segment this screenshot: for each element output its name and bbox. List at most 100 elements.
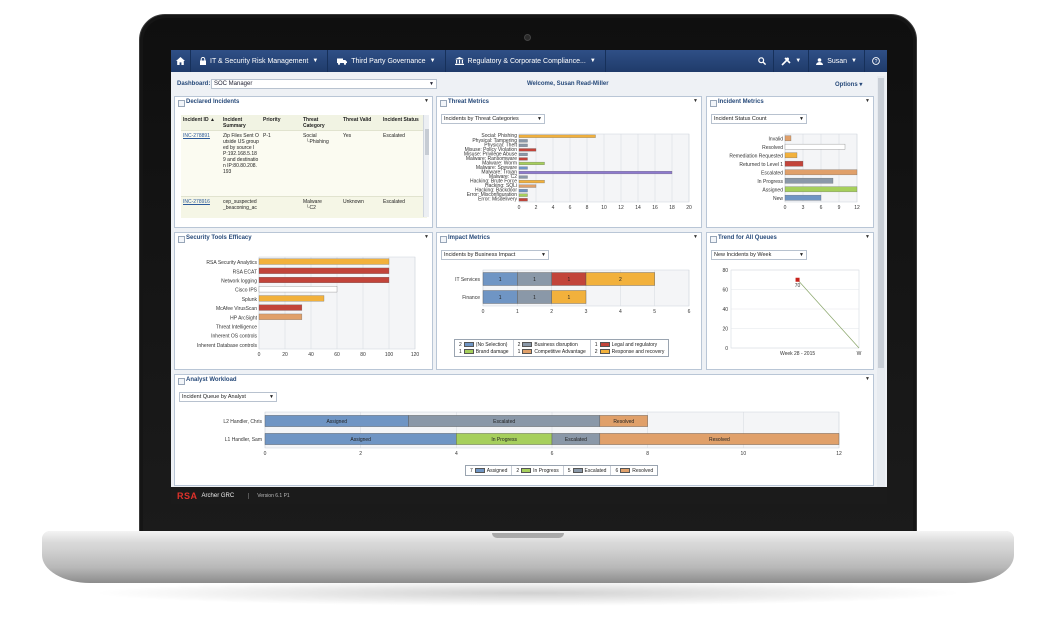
segment-label: Escalated <box>493 419 515 425</box>
panel-menu-icon[interactable]: ▼ <box>865 234 870 240</box>
category-label: Remediation Requested <box>729 153 783 159</box>
category-label: IT Services <box>455 277 480 283</box>
bar <box>784 194 822 201</box>
x-tick-label: 0 <box>518 205 521 211</box>
scrollbar-thumb[interactable] <box>425 129 429 155</box>
threat-category: Malware <box>303 199 322 205</box>
impact-metrics-select[interactable]: Incidents by Business Impact ▼ <box>441 250 549 260</box>
panel-menu-icon[interactable]: ▼ <box>865 376 870 382</box>
chevron-down-icon: ▼ <box>537 116 542 122</box>
tools-icon <box>781 56 791 66</box>
user-menu[interactable]: Susan ▼ <box>808 50 864 72</box>
bar <box>518 198 528 202</box>
column-header[interactable]: Threat Valid <box>343 117 372 123</box>
panel-menu-icon[interactable]: ▼ <box>424 98 429 104</box>
column-header[interactable]: Threat Category <box>303 117 325 129</box>
legend-item: 2 Response and recovery <box>595 348 665 355</box>
column-header[interactable]: Incident ID ▲ <box>181 115 221 130</box>
select-value: Incident Status Count <box>714 116 767 122</box>
scrollbar-thumb[interactable] <box>878 78 884 368</box>
legend-count: 1 <box>459 348 462 355</box>
search-icon <box>758 57 767 65</box>
legend-swatch <box>521 468 532 473</box>
y-tick-label: 60 <box>722 287 728 293</box>
bar <box>784 169 858 176</box>
threat-metrics-select[interactable]: Incidents by Threat Categories ▼ <box>441 114 545 124</box>
segment-label: Assigned <box>350 437 371 443</box>
panel-title-text: Declared Incidents <box>186 99 240 105</box>
panel-incident-metrics: Incident Metrics ▼ Incident Status Count ▼… <box>706 96 874 228</box>
legend-swatch <box>463 349 474 354</box>
legend-swatch <box>522 349 533 354</box>
x-tick-label: 20 <box>282 352 288 358</box>
chevron-down-icon: ▼ <box>799 252 804 258</box>
search-button[interactable] <box>751 50 773 72</box>
laptop-shadow <box>90 580 966 606</box>
column-header[interactable]: Incident Status <box>383 117 419 123</box>
incident-link[interactable]: INC-278916 <box>183 199 210 205</box>
segment-label: In Progress <box>491 437 517 443</box>
incident-metrics-select[interactable]: Incident Status Count ▼ <box>711 114 807 124</box>
table-scrollbar[interactable] <box>423 115 429 217</box>
rsa-logo: RSA <box>177 490 198 501</box>
x-tick-label: 0 <box>784 205 787 211</box>
legend-count: 2 <box>594 348 598 355</box>
category-label: Malware: Trojan <box>481 169 517 175</box>
incident-link[interactable]: INC-278891 <box>183 133 210 139</box>
category-label: McAfee VirusScan <box>216 306 257 312</box>
nav-it-security-risk[interactable]: IT & Security Risk Management ▼ <box>191 50 329 72</box>
panel-menu-icon[interactable]: ▼ <box>693 234 698 240</box>
home-button[interactable] <box>171 50 191 72</box>
panel-menu-icon[interactable]: ▼ <box>693 98 698 104</box>
x-tick-label: 0 <box>264 451 267 457</box>
x-tick-label: 4 <box>619 309 622 315</box>
svg-text:?: ? <box>875 59 878 65</box>
category-label: Network logging <box>221 278 257 284</box>
trend-select[interactable]: New Incidents by Week ▼ <box>711 250 807 260</box>
table-row: INC-278916 cep_suspected_beaconing_ac Ma… <box>181 196 427 218</box>
segment-label: 1 <box>567 295 570 301</box>
x-tick-label: 6 <box>688 309 691 315</box>
column-header[interactable]: Incident Summary <box>223 117 246 129</box>
table-row: INC-278891 Zip Files Sent Outside US gro… <box>181 130 427 196</box>
welcome-message: Welcome, Susan Read-Miller <box>527 81 609 87</box>
x-tick-label: 6 <box>569 205 572 211</box>
chevron-down-icon: ▼ <box>799 116 804 122</box>
legend-count: 2 <box>517 341 521 348</box>
panel-title-text: Threat Metrics <box>448 99 490 105</box>
chevron-down-icon: ▼ <box>429 81 434 87</box>
tools-menu[interactable]: ▼ <box>773 50 808 72</box>
options-menu[interactable]: Options ▾ <box>835 81 863 88</box>
nav-third-party[interactable]: Third Party Governance ▼ <box>328 50 446 72</box>
analyst-workload-select[interactable]: Incident Queue by Analyst ▼ <box>179 392 277 402</box>
data-label: 70 <box>795 283 801 289</box>
bar <box>258 313 303 320</box>
legend-count: 7 <box>470 467 473 474</box>
legend-item: 2 Business disruption <box>518 341 586 348</box>
panel-menu-icon[interactable]: ▼ <box>424 234 429 240</box>
bar <box>518 193 528 197</box>
truck-icon <box>337 58 348 65</box>
x-tick-label: 9 <box>838 205 841 211</box>
x-tick-label: 0 <box>258 352 261 358</box>
category-label: Malware: Ransomware <box>466 156 517 162</box>
x-tick-label: 10 <box>741 451 747 457</box>
x-tick-label: 2 <box>359 451 362 457</box>
panel-title: Incident Metrics ▼ <box>707 97 873 109</box>
column-header-label: Incident ID <box>183 117 209 123</box>
x-tick-label: 40 <box>308 352 314 358</box>
x-tick-label: 6 <box>551 451 554 457</box>
dashboard-select[interactable]: SOC Manager ▼ <box>211 79 437 89</box>
segment-label: Escalated <box>565 437 587 443</box>
app-name: Archer GRC <box>201 492 235 499</box>
panel-title: Declared Incidents ▼ <box>175 97 432 109</box>
x-tick-label: 3 <box>802 205 805 211</box>
segment-label: Resolved <box>709 437 730 443</box>
category-label: Physical: Tampering <box>472 138 517 144</box>
help-button[interactable]: ? <box>864 50 887 72</box>
panel-menu-icon[interactable]: ▼ <box>865 98 870 104</box>
column-header[interactable]: Priority <box>263 117 281 123</box>
category-label: RSA Security Analytics <box>206 260 257 266</box>
page-scrollbar[interactable] <box>877 76 885 504</box>
nav-regulatory-compliance[interactable]: Regulatory & Corporate Compliance... ▼ <box>446 50 606 72</box>
